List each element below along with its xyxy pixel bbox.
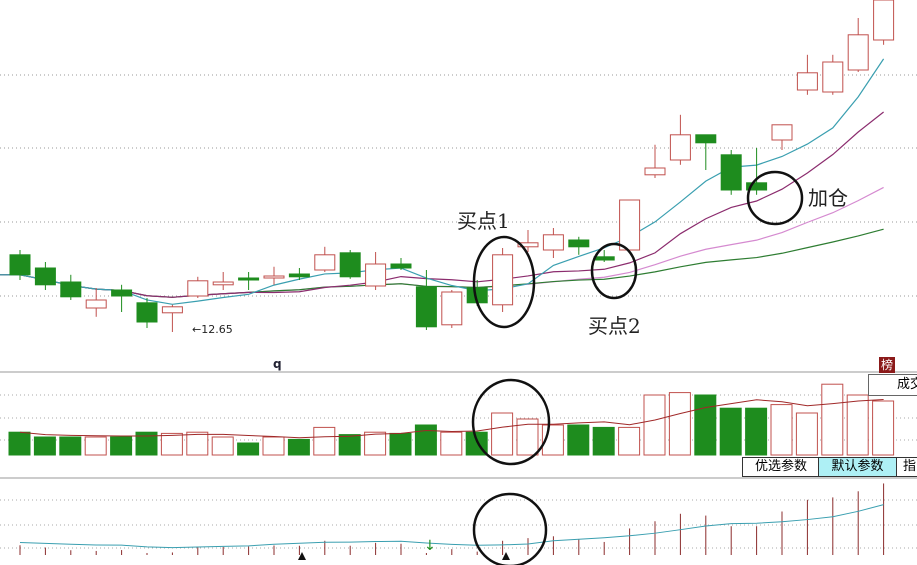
volume-bar — [110, 436, 133, 456]
candle-up — [619, 199, 641, 251]
candle-up — [873, 0, 895, 41]
candle-down — [60, 281, 82, 298]
volume-bar — [618, 426, 641, 456]
volume-bar — [186, 431, 209, 456]
volume-bar — [821, 383, 844, 456]
down-arrow-icon: ↓ — [424, 538, 436, 554]
tab-preferred-params[interactable]: 优选参数 — [742, 457, 820, 477]
candle-down — [9, 254, 31, 276]
volume-bar — [795, 412, 818, 456]
volume-bar — [516, 418, 539, 456]
volume-bar — [643, 394, 666, 456]
candle-up — [542, 234, 564, 251]
low-price-label: ←12.65 — [192, 323, 233, 336]
volume-bar — [8, 431, 31, 456]
annotation-circle — [472, 492, 548, 565]
candle-up — [161, 306, 183, 314]
volume-bar — [135, 431, 158, 456]
volume-bar — [872, 400, 895, 456]
tab-default-params[interactable]: 默认参数 — [818, 457, 897, 477]
volume-bar — [160, 432, 183, 456]
indicator-line — [19, 504, 884, 549]
candle-down — [720, 154, 742, 191]
volume-bar — [491, 412, 514, 456]
candle-down — [34, 267, 56, 286]
ma60-line — [0, 228, 884, 298]
annotation-buy-point-1: 买点1 — [457, 209, 510, 233]
volume-bar — [668, 392, 691, 456]
candle-up — [263, 275, 285, 279]
annotation-circle — [590, 242, 638, 300]
candle-down — [746, 182, 768, 191]
annotation-add-position: 加仓 — [808, 186, 848, 210]
candle-up — [669, 134, 691, 161]
volume-bar — [287, 438, 310, 456]
volume-bar — [719, 407, 742, 456]
annotation-buy-point-2: 买点2 — [588, 314, 641, 338]
candle-down — [136, 302, 158, 323]
volume-bar — [567, 424, 590, 456]
candle-down — [593, 256, 615, 261]
candle-up — [85, 299, 107, 309]
volume-bar — [846, 394, 869, 456]
candle-up — [796, 72, 818, 91]
volume-bar — [592, 426, 615, 456]
ma5-line — [0, 58, 885, 305]
candle-down — [111, 289, 133, 297]
volume-ma-line — [19, 399, 884, 439]
panel-label: q — [273, 357, 282, 371]
candle-up — [212, 281, 234, 286]
volume-bar — [313, 426, 336, 456]
volume-bar — [389, 432, 412, 456]
candle-down — [288, 273, 310, 278]
candle-up — [517, 242, 539, 248]
candle-down — [339, 252, 361, 278]
candle-up — [847, 34, 869, 71]
up-triangle-icon — [298, 552, 306, 560]
tab-indicator[interactable]: 指 — [896, 457, 917, 477]
annotation-circle — [471, 378, 551, 466]
candle-down — [390, 263, 412, 269]
candle-down — [415, 286, 437, 328]
volume-bar — [211, 436, 234, 456]
annotation-circle — [472, 235, 536, 329]
candle-up — [644, 167, 666, 176]
volume-bar — [440, 431, 463, 456]
candle-down — [695, 134, 717, 144]
candle-down — [568, 239, 590, 248]
candle-up — [314, 254, 336, 271]
up-triangle-icon — [502, 552, 510, 560]
volume-bar — [414, 424, 437, 456]
volume-bar — [59, 436, 82, 456]
volume-bar — [84, 436, 107, 456]
ma20-line — [0, 186, 884, 298]
candle-down — [238, 277, 260, 281]
volume-bar — [694, 394, 717, 456]
candle-up — [187, 280, 209, 297]
candle-up — [365, 263, 387, 287]
volume-bar — [745, 407, 768, 456]
volume-bar — [338, 434, 361, 456]
annotation-circle — [746, 170, 804, 226]
candle-up — [441, 291, 463, 326]
volume-bar — [33, 436, 56, 456]
candle-up — [492, 254, 514, 306]
candle-up — [822, 61, 844, 93]
volume-bar — [364, 431, 387, 456]
volume-bar — [237, 442, 260, 456]
volume-button[interactable]: 成交 — [868, 374, 917, 396]
candle-up — [771, 124, 793, 141]
volume-bar — [262, 436, 285, 456]
rank-icon[interactable]: 榜 — [879, 357, 895, 373]
volume-bar — [770, 404, 793, 456]
ma10-line — [0, 111, 884, 298]
